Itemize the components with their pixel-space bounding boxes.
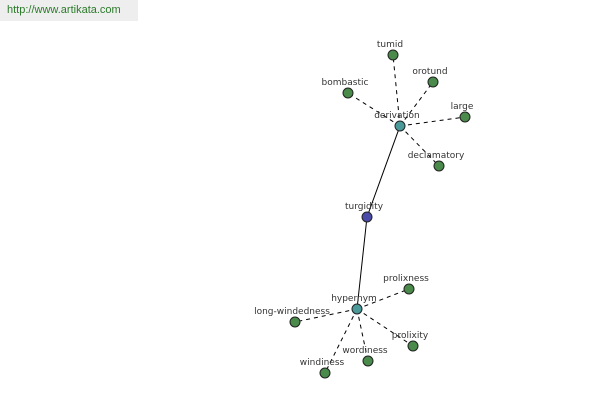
node bbox=[387, 49, 399, 61]
node-label: bombastic bbox=[322, 78, 369, 88]
node bbox=[342, 87, 354, 99]
dashed-edge bbox=[392, 54, 401, 127]
edge bbox=[366, 125, 401, 218]
node bbox=[403, 283, 415, 295]
node-label: long-windedness bbox=[254, 307, 330, 317]
dashed-edge bbox=[294, 308, 358, 323]
node-label: large bbox=[451, 102, 474, 112]
site-link[interactable]: http://www.artikata.com bbox=[7, 4, 121, 16]
dashed-edge bbox=[356, 308, 369, 362]
node bbox=[351, 303, 363, 315]
node bbox=[407, 340, 419, 352]
dashed-edge bbox=[399, 116, 466, 127]
node bbox=[459, 111, 471, 123]
node bbox=[319, 367, 331, 379]
node-label: prolixness bbox=[383, 274, 429, 284]
edge bbox=[356, 216, 368, 310]
node-label: hypernym bbox=[331, 294, 377, 304]
node-label: orotund bbox=[412, 67, 447, 77]
node bbox=[427, 76, 439, 88]
node-label: wordiness bbox=[342, 346, 388, 356]
dashed-edge bbox=[324, 308, 358, 374]
node-label: turgidity bbox=[345, 202, 384, 212]
node-label: derivation bbox=[374, 111, 420, 121]
node bbox=[362, 355, 374, 367]
node bbox=[433, 160, 445, 172]
dashed-edge bbox=[399, 81, 434, 127]
node bbox=[394, 120, 406, 132]
dashed-edge bbox=[356, 308, 414, 347]
node bbox=[361, 211, 373, 223]
dashed-edge bbox=[399, 125, 440, 167]
dashed-edge bbox=[347, 92, 401, 127]
node-label: windiness bbox=[300, 358, 345, 368]
node-label: tumid bbox=[377, 40, 403, 50]
dashed-edge bbox=[356, 288, 410, 310]
header-bar: http://www.artikata.com bbox=[0, 0, 138, 21]
node-label: prolixity bbox=[392, 331, 429, 341]
node bbox=[289, 316, 301, 328]
node-label: declamatory bbox=[408, 151, 465, 161]
